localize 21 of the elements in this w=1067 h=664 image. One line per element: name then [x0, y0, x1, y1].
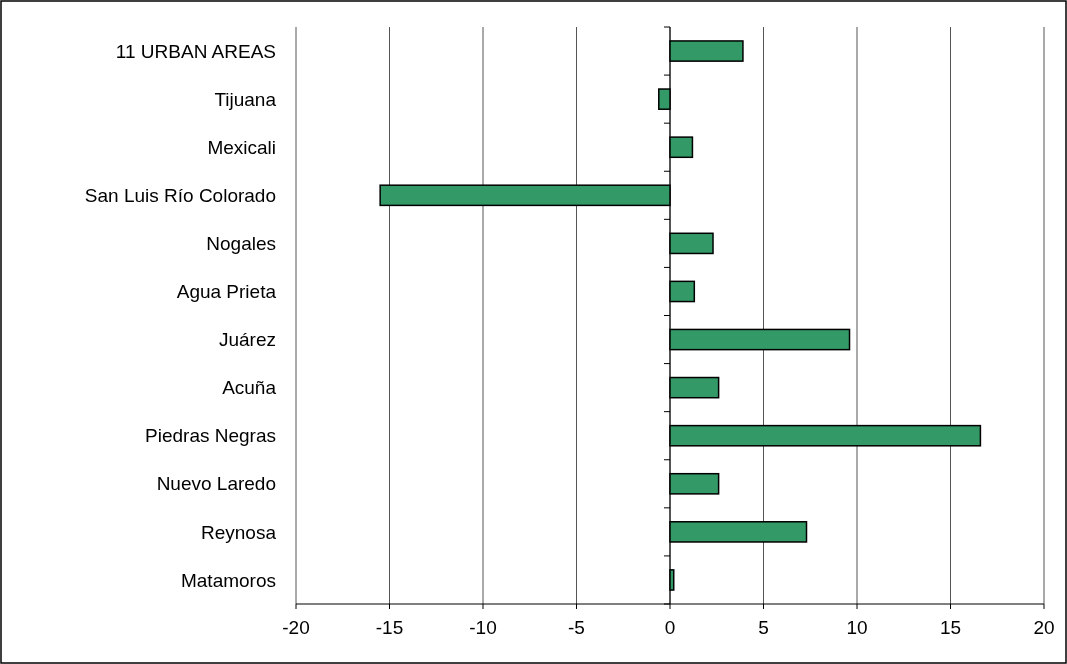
x-tick-label: 15 [939, 617, 962, 638]
y-tick-label: Acuña [222, 377, 277, 399]
y-tick-label: Reynosa [201, 521, 277, 543]
x-tick-label: -20 [282, 617, 310, 638]
y-tick-label: San Luis Río Colorado [84, 184, 276, 206]
y-tick-label: Juárez [218, 329, 276, 351]
x-tick-label: -10 [469, 617, 497, 638]
y-tick-label: Agua Prieta [176, 281, 277, 303]
x-tick-label: 10 [846, 617, 868, 638]
x-tick-label: 20 [1033, 617, 1055, 638]
y-tick-label: Tijuana [214, 88, 277, 110]
x-tick-label: -5 [568, 617, 585, 638]
y-tick-label: Matamoros [180, 569, 276, 591]
x-tick-label: 5 [758, 617, 769, 638]
y-tick-label: 11 URBAN AREAS [115, 40, 276, 62]
x-tick-label: 0 [664, 617, 676, 638]
y-tick-label: Nuevo Laredo [156, 473, 276, 495]
y-tick-label: Mexicali [207, 136, 276, 158]
x-tick-label: -15 [375, 617, 404, 638]
y-tick-label: Nogales [206, 233, 276, 255]
y-tick-label: Piedras Negras [145, 425, 276, 447]
